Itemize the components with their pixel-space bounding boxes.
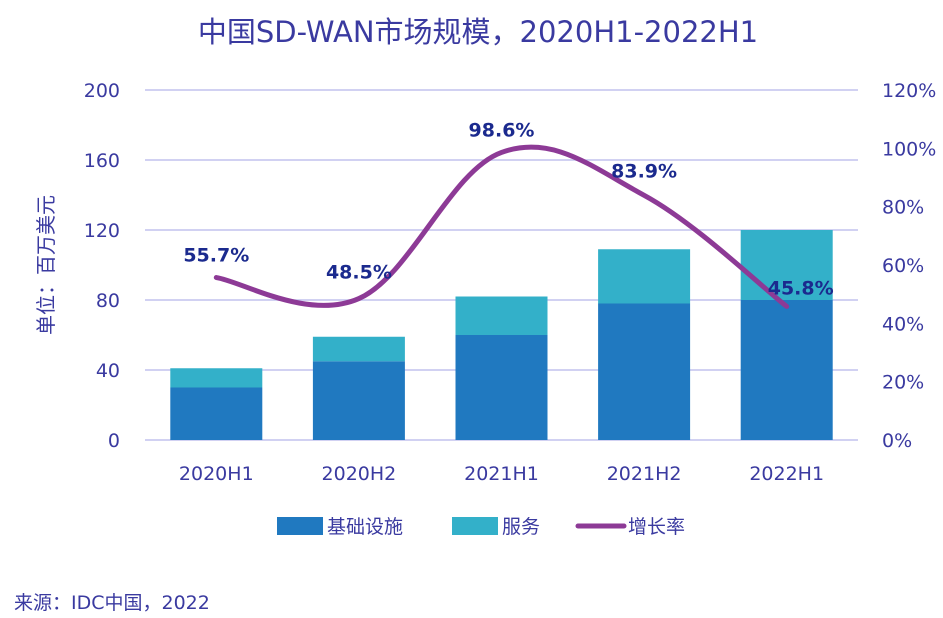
legend-label: 增长率: [628, 516, 685, 538]
y-tick-label: 200: [84, 80, 120, 102]
y2-tick-label: 80%: [882, 197, 924, 219]
bars: [170, 230, 833, 440]
growth-rate-label: 83.9%: [611, 160, 677, 182]
x-tick-label: 2021H2: [607, 463, 682, 485]
bar-services: [598, 249, 691, 304]
growth-line-layer: [213, 144, 790, 309]
y-axis-label: 单位：百万美元: [34, 195, 58, 335]
x-tick-label: 2020H2: [322, 463, 397, 485]
y-tick-label: 40: [96, 360, 120, 382]
y2-tick-label: 120%: [882, 80, 936, 102]
bar-services: [455, 296, 548, 335]
legend-label: 服务: [502, 516, 540, 538]
bar-infrastructure: [312, 361, 405, 440]
axes: 0 40 80 120 160 200 0% 20% 40% 60% 80% 100% 120% 2020…: [84, 80, 937, 485]
y2-tick-label: 60%: [882, 255, 924, 277]
chart-title: 中国SD-WAN市场规模，2020H1-2022H1: [198, 15, 758, 49]
bar-services: [312, 336, 405, 362]
growth-rate-line: [213, 144, 790, 309]
legend-label: 基础设施: [327, 516, 403, 538]
x-tick-label: 2020H1: [179, 463, 254, 485]
y2-tick-label: 20%: [882, 372, 924, 394]
bar-services: [170, 368, 263, 388]
growth-rate-label: 98.6%: [469, 119, 535, 141]
legend-swatch: [452, 517, 498, 535]
bar-services: [740, 230, 833, 300]
x-tick-label: 2022H1: [749, 463, 824, 485]
legend: 基础设施 服务 增长率: [277, 516, 685, 538]
bar-infrastructure: [455, 335, 548, 440]
point-labels: 55.7% 48.5% 98.6% 83.9% 45.8%: [183, 119, 833, 299]
y2-tick-label: 100%: [882, 138, 936, 160]
y-tick-label: 0: [108, 430, 120, 452]
x-tick-label: 2021H1: [464, 463, 539, 485]
source-note: 来源：IDC中国，2022: [14, 592, 210, 614]
y-tick-label: 160: [84, 150, 120, 172]
growth-rate-label: 48.5%: [326, 262, 392, 284]
legend-swatch: [277, 517, 323, 535]
bar-infrastructure: [598, 303, 691, 440]
growth-rate-label: 45.8%: [768, 277, 834, 299]
growth-rate-label: 55.7%: [183, 245, 249, 267]
y2-tick-label: 40%: [882, 313, 924, 335]
y-tick-label: 120: [84, 220, 120, 242]
y2-tick-label: 0%: [882, 430, 912, 452]
y-tick-label: 80: [96, 290, 120, 312]
bar-infrastructure: [740, 300, 833, 440]
bar-infrastructure: [170, 387, 263, 440]
